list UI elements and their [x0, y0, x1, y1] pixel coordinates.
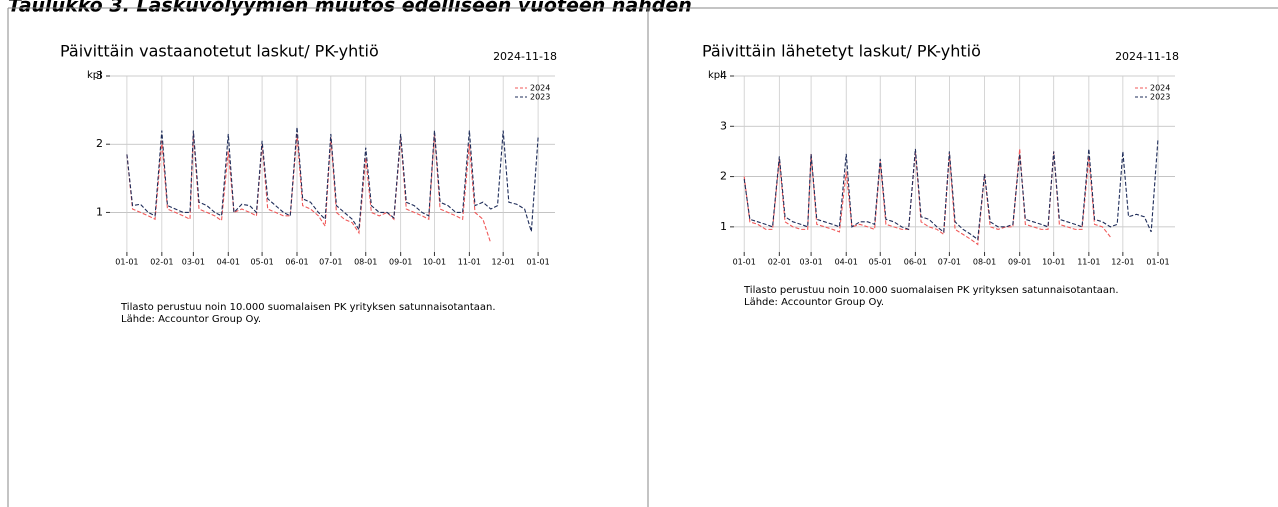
note: Lähde: Accountor Group Oy.	[744, 297, 884, 308]
y-tick-label: 2	[720, 170, 727, 183]
data-line	[743, 138, 1159, 241]
x-tick-label: 10-01	[423, 258, 446, 267]
x-tick-label: 07-01	[938, 258, 961, 267]
chart-title: Päivittäin vastaanotetut laskut/ PK-yhti…	[60, 42, 379, 61]
note: Tilasto perustuu noin 10.000 suomalaisen…	[120, 302, 496, 313]
y-tick-label: 4	[720, 69, 727, 82]
x-tick-label: 04-01	[835, 258, 858, 267]
x-tick-label: 01-01	[1146, 258, 1169, 267]
x-tick-label: 11-01	[458, 258, 481, 267]
x-tick-label: 05-01	[250, 258, 273, 267]
y-axis-label: kpl	[708, 70, 723, 81]
x-tick-label: 05-01	[869, 258, 892, 267]
x-tick-label: 02-01	[150, 258, 173, 267]
x-tick-label: 01-01	[733, 258, 756, 267]
note: Lähde: Accountor Group Oy.	[121, 314, 261, 325]
x-tick-label: 12-01	[492, 258, 515, 267]
y-tick-label: 3	[720, 119, 727, 132]
legend-label: 2024	[1150, 84, 1170, 93]
legend-label: 2024	[530, 84, 550, 93]
x-tick-label: 11-01	[1077, 258, 1100, 267]
x-tick-label: 09-01	[389, 258, 412, 267]
x-tick-label: 01-01	[526, 258, 549, 267]
y-tick-label: 1	[720, 220, 727, 233]
x-tick-label: 04-01	[217, 258, 240, 267]
legend-label: 2023	[1150, 93, 1170, 102]
y-axis-label: kpl	[87, 70, 102, 81]
x-tick-label: 02-01	[768, 258, 791, 267]
x-tick-label: 08-01	[973, 258, 996, 267]
chart-date: 2024-11-18	[493, 50, 557, 63]
x-tick-label: 03-01	[182, 258, 205, 267]
data-line	[126, 127, 539, 232]
y-tick-label: 2	[96, 137, 103, 150]
x-tick-label: 01-01	[115, 258, 138, 267]
y-tick-label: 3	[96, 69, 103, 82]
x-tick-label: 03-01	[799, 258, 822, 267]
chart-title: Päivittäin lähetetyt laskut/ PK-yhtiö	[702, 42, 981, 61]
x-tick-label: 09-01	[1008, 258, 1031, 267]
x-tick-label: 06-01	[904, 258, 927, 267]
note: Tilasto perustuu noin 10.000 suomalaisen…	[743, 285, 1119, 296]
x-tick-label: 06-01	[285, 258, 308, 267]
x-tick-label: 07-01	[319, 258, 342, 267]
x-tick-label: 08-01	[354, 258, 377, 267]
chart-date: 2024-11-18	[1115, 50, 1179, 63]
y-tick-label: 1	[96, 205, 103, 218]
x-tick-label: 10-01	[1042, 258, 1065, 267]
x-tick-label: 12-01	[1111, 258, 1134, 267]
legend-label: 2023	[530, 93, 550, 102]
